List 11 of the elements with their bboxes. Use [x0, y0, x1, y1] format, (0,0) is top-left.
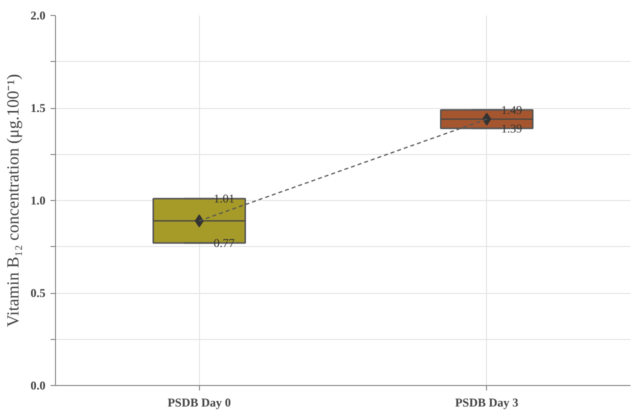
annotation: 1.39: [501, 121, 522, 136]
x-tick-label: PSDB Day 0: [168, 396, 231, 410]
y-tick-label: 2.0: [30, 8, 46, 22]
y-tick-label: 1.5: [30, 101, 46, 115]
y-tick-label: 0.0: [30, 378, 46, 392]
y-tick-label: 1.0: [30, 194, 46, 208]
y-tick-label: 0.5: [30, 286, 46, 300]
x-tick-label: PSDB Day 3: [455, 396, 518, 410]
annotation: 1.01: [214, 192, 235, 206]
annotation: 0.77: [214, 236, 235, 250]
y-axis-title: Vitamin B₁₂ concentration (μg.100⁻¹): [4, 74, 22, 327]
